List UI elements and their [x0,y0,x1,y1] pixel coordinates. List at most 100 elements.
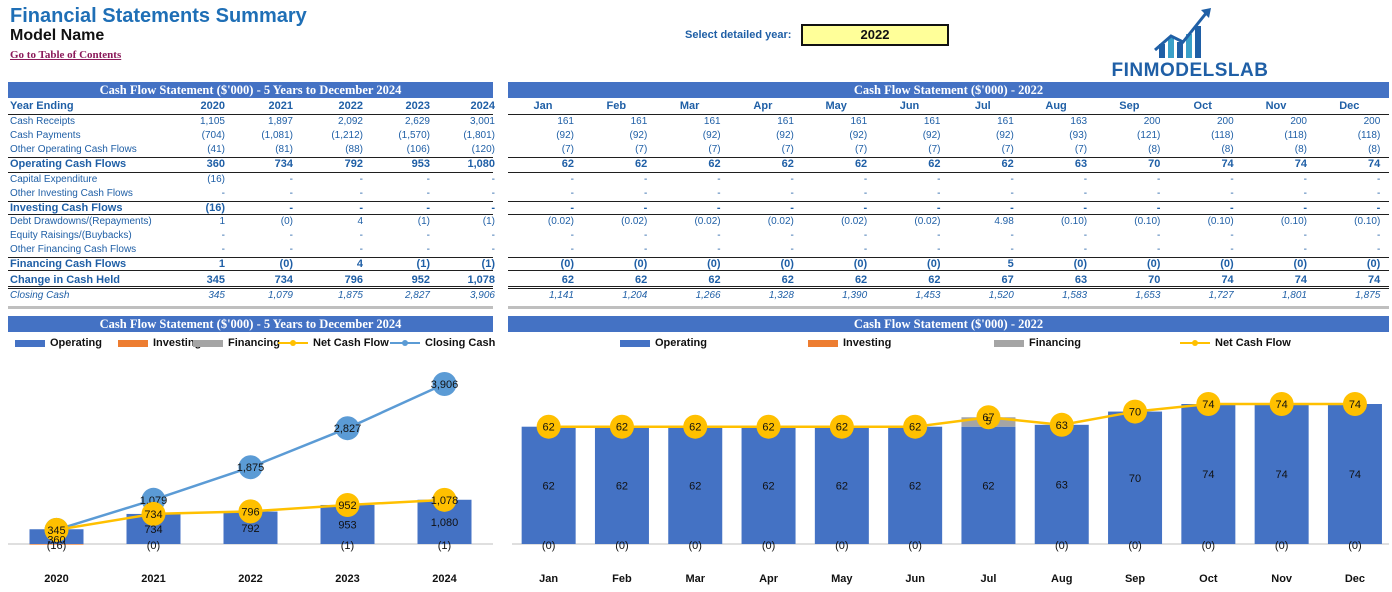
table-cell: 74 [1294,274,1307,286]
table-cell: - [643,174,648,185]
table-row: Other Financing Cash Flows - - - - - [8,243,495,257]
operating-data-label: 74 [1202,469,1214,481]
table-cell: (0.10) [1354,216,1381,227]
table-row: ------------ [508,243,1389,257]
table-cell: 1,520 [988,290,1014,301]
table-cell: (0) [633,258,648,270]
table-cell: 360 [206,158,225,170]
table-cell: - [1376,174,1381,185]
operating-data-label: 62 [543,480,555,492]
table-cell: - [1376,244,1381,255]
table-cell: - [221,244,225,255]
table-cell: (1,570) [398,130,430,141]
table-cell: - [426,230,430,241]
monthly-chart-header: Cash Flow Statement ($'000) - 2022 [508,316,1389,332]
table-cell: - [863,174,868,185]
year-select-input[interactable]: 2022 [801,24,949,46]
table-cell: 161 [630,116,648,127]
table-cell: - [717,188,721,199]
net-cash-flow-data-label: 70 [1129,407,1141,419]
operating-data-label: 62 [909,480,921,492]
year-header-cell: 2022 [338,100,363,112]
table-cell: 345 [206,274,225,286]
table-cell: 1,875 [337,290,363,301]
x-tick-label: 2024 [432,573,457,585]
table-cell: - [359,244,363,255]
table-cell: 74 [1221,158,1234,170]
month-header-cell: Aug [1045,100,1067,112]
table-cell: 62 [928,274,941,286]
monthly-cash-flow-chart: 62 62 62 62 62 62 67 63 70 74 74 74 62 62 62 62 62 62 62 63… [512,392,1389,585]
table-cell: - [221,230,225,241]
x-tick-label: Feb [612,573,632,585]
table-cell: - [359,230,363,241]
table-cell: (1,081) [261,130,293,141]
table-cell: 74 [1368,274,1381,286]
operating-data-label: 62 [689,480,701,492]
table-cell: (120) [471,144,495,155]
table-cell: 63 [1074,274,1088,286]
year-header-cell: 2023 [405,100,430,112]
table-cell: 953 [411,158,430,170]
x-tick-label: Mar [685,573,705,585]
legend-label: Net Cash Flow [313,337,389,349]
table-cell: - [790,174,794,185]
year-header-cell: 2020 [200,100,225,112]
table-row: (92) (92) (92) (92) (92) (92) (92) (93) (121) (11… [508,129,1389,143]
annual-cash-flow-table: Year Ending 2020 2021 2022 2023 2024 Cash Rece… [8,99,495,309]
table-cell: - [1157,230,1161,241]
table-cell: (7) [928,144,941,155]
table-cell: - [643,188,648,199]
table-cell: (1) [481,258,495,270]
table-cell: 161 [997,116,1014,127]
month-header-cell: Jun [899,100,920,112]
legend-closing-cash: Closing Cash [390,337,495,349]
table-cell: - [1230,202,1234,214]
table-cell: (7) [708,144,721,155]
table-cell: 74 [1221,274,1234,286]
operating-bar [961,426,1016,544]
net-cash-flow-data-label: 63 [1056,420,1068,432]
table-cell: - [1303,244,1307,255]
row-label: Cash Receipts [10,116,76,127]
table-cell: 734 [274,158,293,170]
table-cell: 1,266 [695,290,721,301]
table-of-contents-link[interactable]: Go to Table of Contents [10,49,122,61]
table-cell: - [1157,174,1161,185]
table-cell: (1) [417,216,430,227]
row-label: Closing Cash [10,290,70,301]
table-cell: 62 [854,158,868,170]
table-cell: (0) [853,258,868,270]
legend-label: Operating [50,337,102,349]
operating-data-label: 1,080 [431,517,459,529]
legend-label: Financing [228,337,280,349]
table-cell: - [491,230,495,241]
legend-investing: Investing [808,337,891,349]
table-cell: 4 [356,258,363,270]
legend-swatch-operating [15,339,45,347]
table-header-row: Year Ending 2020 2021 2022 2023 2024 [8,99,495,113]
table-cell: 1,390 [842,290,868,301]
x-tick-label: Sep [1125,573,1145,585]
operating-bar [1108,411,1163,544]
table-cell: 1,078 [467,274,495,286]
month-header-cell: Jan [533,100,553,112]
table-row: Equity Raisings/(Buybacks) - - - - - [8,229,495,243]
operating-data-label: 62 [982,480,994,492]
legend-swatch-operating [620,339,650,347]
table-cell: - [643,202,648,214]
logo-text: FINMODELSLAB [1111,60,1269,81]
x-tick-label: 2021 [141,573,165,585]
table-cell: 74 [1368,158,1381,170]
net-cash-flow-marker [609,414,634,439]
table-cell: 70 [1148,158,1161,170]
net-cash-flow-data-label: 62 [909,422,921,434]
table-cell: 74 [1294,158,1307,170]
year-header-cell: 2024 [470,100,495,112]
table-cell: 952 [411,274,430,286]
table-cell: - [570,174,574,185]
table-row: Investing Cash Flows (16) - - - - [8,201,495,215]
closing-cash-data-label: 3,906 [431,379,459,391]
net-cash-flow-data-label: 345 [47,525,65,537]
table-cell: (0) [1366,258,1381,270]
